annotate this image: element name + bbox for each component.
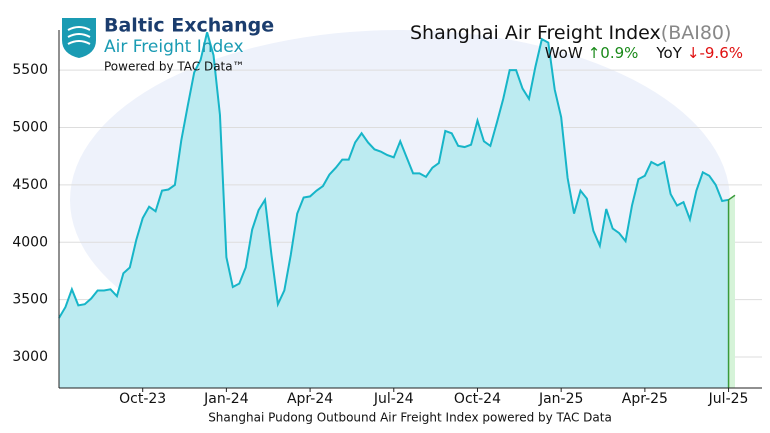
x-tick-label: Apr-25 bbox=[622, 391, 668, 407]
x-tick-label: Oct-24 bbox=[454, 391, 501, 407]
logo-shield bbox=[62, 18, 96, 58]
plot: 3000 3500 4000 4500 5000 5500 Oct-23 Jan-24 Apr-… bbox=[12, 30, 762, 407]
index-line bbox=[58, 32, 729, 319]
title-text: Shanghai Air Freight Index bbox=[410, 22, 661, 44]
powered-by: Powered by TAC Data™ bbox=[104, 60, 245, 74]
title-code: (BAI80) bbox=[661, 22, 732, 44]
x-tick-label: Jul-25 bbox=[708, 391, 749, 407]
logo-title: Baltic Exchange bbox=[104, 15, 274, 37]
latest-line bbox=[727, 194, 736, 388]
y-tick-label: 4500 bbox=[12, 177, 48, 193]
x-tick-label: Jan-25 bbox=[538, 391, 583, 407]
x-tick-label: Jul-24 bbox=[373, 391, 414, 407]
logo-subtitle: Air Freight Index bbox=[104, 37, 244, 57]
chart-title: Shanghai Air Freight Index(BAI80) bbox=[410, 22, 731, 44]
stats: WoW ↑0.9% YoY ↓-9.6% bbox=[545, 44, 743, 62]
stat-value: ↓-9.6% bbox=[687, 44, 743, 62]
stat-value: ↑0.9% bbox=[588, 44, 639, 62]
stat-label: YoY bbox=[655, 44, 682, 62]
latest-area-fill bbox=[728, 195, 735, 388]
x-tick-label: Oct-23 bbox=[119, 391, 166, 407]
y-tick-label: 4000 bbox=[12, 234, 48, 250]
x-tick-label: Apr-24 bbox=[287, 391, 333, 407]
x-axis-label: Shanghai Pudong Outbound Air Freight Ind… bbox=[208, 411, 612, 425]
y-tick-label: 5000 bbox=[12, 120, 48, 136]
y-tick-label: 3500 bbox=[12, 292, 48, 308]
logo-waves bbox=[67, 26, 91, 45]
x-tick-label: Jan-24 bbox=[203, 391, 249, 407]
y-tick-label: 5500 bbox=[12, 62, 48, 78]
stat-label: WoW bbox=[545, 44, 583, 62]
y-tick-label: 3000 bbox=[12, 349, 48, 365]
logo: Baltic Exchange Air Freight Index Powere… bbox=[62, 15, 274, 74]
